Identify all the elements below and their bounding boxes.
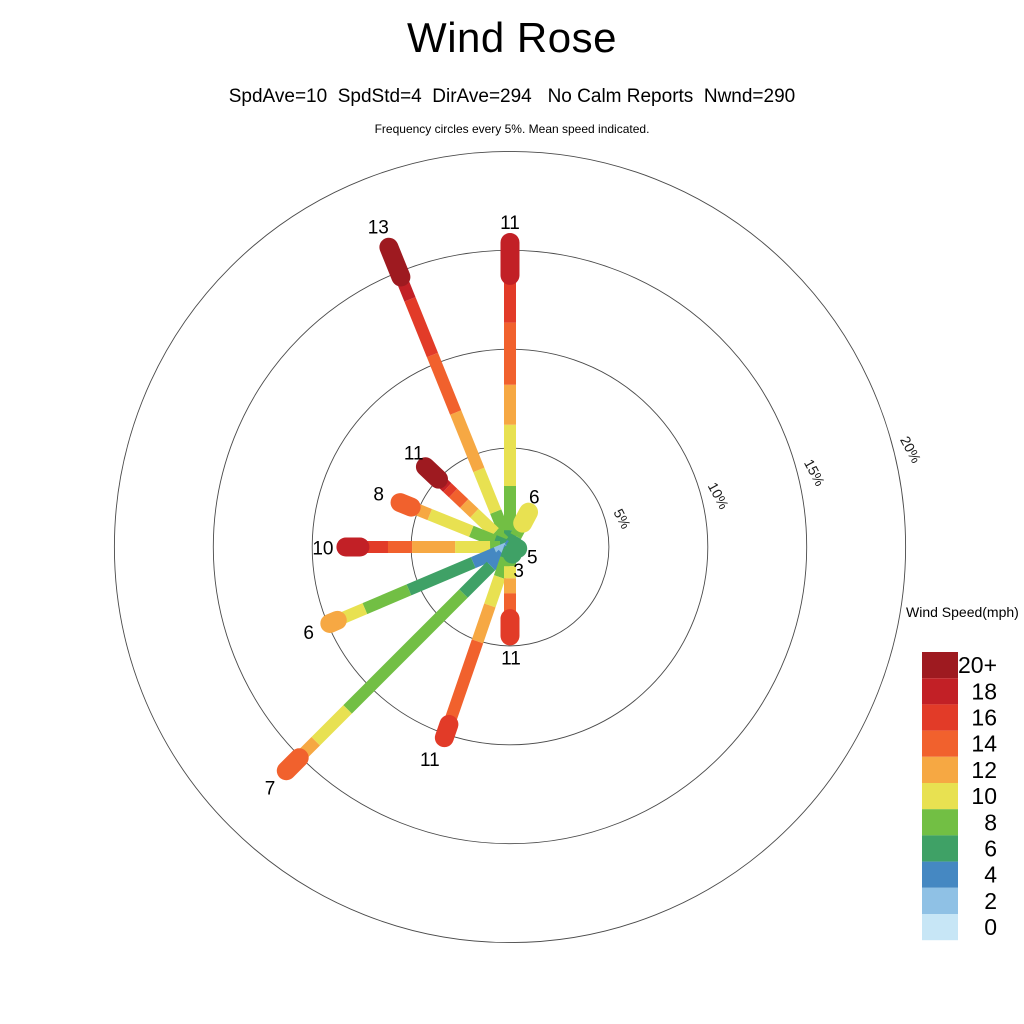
- spoke-mean-label-SSW: 11: [420, 750, 440, 771]
- spoke-segment-WNW-10: [427, 509, 474, 537]
- spoke-segment-SW-14: [276, 748, 309, 781]
- legend-label-12: 12: [971, 757, 997, 783]
- legend-swatch-18: [922, 678, 958, 705]
- spoke-segment-SSW-10: [484, 575, 506, 608]
- spoke-mean-label-W: 10: [312, 539, 333, 560]
- legend-swatch-16: [922, 704, 958, 731]
- chart-subtitle: SpdAve=10 SpdStd=4 DirAve=294 No Calm Re…: [228, 86, 796, 107]
- legend-swatch-8: [922, 809, 958, 836]
- spoke-mean-label-NNW: 13: [368, 217, 389, 238]
- spoke-segment-SSW-14: [443, 639, 484, 727]
- spoke-mean-label-N: 11: [500, 213, 520, 234]
- spoke-segment-NW-20+: [415, 457, 449, 489]
- spoke-SW: 7: [265, 542, 515, 799]
- spoke-segment-NNW-16: [404, 297, 438, 358]
- ring-label-20pct: 20%: [897, 433, 924, 465]
- spoke-segment-SW-10: [311, 705, 352, 746]
- spoke-segment-NW-16: [443, 483, 458, 498]
- legend-label-2: 2: [984, 888, 997, 914]
- spoke-segment-NW-14: [449, 488, 469, 508]
- spoke-segment-NNE-10: [513, 502, 539, 533]
- spoke-segment-NNW-8: [490, 509, 511, 538]
- spoke-segment-SW-6: [459, 561, 496, 598]
- spoke-mean-label-WSW: 6: [303, 623, 314, 644]
- legend-label-4: 4: [984, 862, 997, 888]
- legend-label-16: 16: [971, 705, 997, 731]
- spoke-segment-NNW-12: [450, 410, 485, 473]
- legend-label-14: 14: [971, 731, 997, 757]
- legend-label-20+: 20+: [958, 652, 997, 678]
- chart-caption: Frequency circles every 5%. Mean speed i…: [374, 122, 650, 136]
- spoke-segment-NNW-20+: [379, 237, 411, 287]
- spoke-NNW: 13: [368, 217, 516, 550]
- legend-swatch-10: [922, 783, 958, 810]
- legend-swatch-2: [922, 887, 958, 914]
- legend-swatch-0: [922, 914, 958, 941]
- spoke-mean-label-S: 11: [501, 648, 521, 669]
- spoke-segment-NNW-14: [426, 352, 462, 415]
- spoke-segment-WSW-8: [362, 584, 412, 615]
- legend-label-8: 8: [984, 809, 997, 835]
- spoke-segment-SSW-12: [471, 603, 496, 644]
- legend-label-6: 6: [984, 836, 997, 862]
- spoke-mean-label-NNE: 6: [529, 487, 540, 508]
- spoke-mean-label-WNW: 8: [373, 484, 384, 505]
- spoke-segment-WNW-14: [390, 493, 421, 517]
- spoke-mean-label-SSE: 3: [513, 561, 524, 582]
- legend-swatch-20+: [922, 652, 958, 679]
- spoke-segment-WNW-8: [469, 525, 497, 547]
- spoke-mean-label-SW: 7: [265, 778, 276, 799]
- legend-label-10: 10: [971, 783, 997, 809]
- spoke-segment-WSW-12: [320, 610, 347, 633]
- legend-label-18: 18: [971, 678, 997, 704]
- spoke-segment-WSW-6: [406, 557, 476, 596]
- legend-swatch-4: [922, 861, 958, 888]
- ring-label-15pct: 15%: [801, 456, 828, 488]
- spoke-segment-SSW-16: [434, 714, 459, 748]
- spoke-mean-label-ESE: 5: [527, 547, 538, 568]
- legend-swatch-6: [922, 835, 958, 862]
- spoke-ESE: 5: [505, 538, 538, 568]
- legend-title: Wind Speed(mph): [906, 604, 1019, 620]
- ring-label-5pct: 5%: [610, 506, 634, 531]
- spoke-segment-SW-8: [343, 589, 468, 714]
- page-title: Wind Rose: [407, 14, 617, 61]
- frequency-ring-20pct: [113, 150, 907, 944]
- spoke-segment-NW-10: [470, 508, 499, 537]
- legend-label-0: 0: [984, 914, 997, 940]
- legend-swatch-14: [922, 730, 958, 757]
- legend-swatch-12: [922, 756, 958, 783]
- ring-label-10pct: 10%: [705, 480, 732, 512]
- spoke-segment-NNW-10: [473, 467, 502, 514]
- spoke-N: 11: [500, 213, 520, 547]
- spoke-segment-WSW-4: [470, 547, 499, 569]
- spoke-mean-label-NW: 11: [404, 443, 424, 464]
- spoke-segment-NW-12: [459, 499, 479, 518]
